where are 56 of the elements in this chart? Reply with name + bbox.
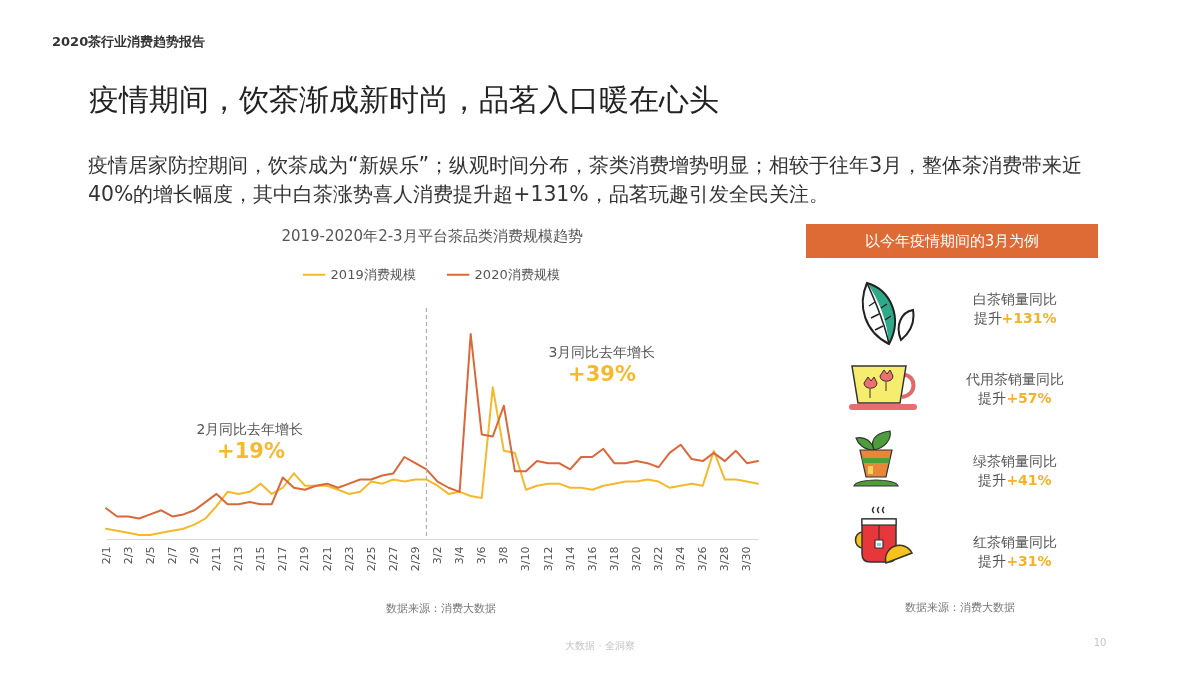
text: 白茶销量同比	[973, 290, 1057, 309]
source-note: 数据来源：消费大数据	[905, 600, 1015, 615]
annotation: 3月同比去年增长	[548, 344, 656, 360]
annotation: +19%	[217, 439, 285, 463]
x-tick-label: 2/7	[165, 546, 179, 565]
text: +31%	[1006, 553, 1052, 569]
x-tick-label: 2/3	[121, 546, 135, 565]
text: 提升	[973, 310, 1002, 326]
text: 提升	[978, 553, 1007, 569]
text: +41%	[1006, 472, 1052, 488]
chart-title: 2019-2020年2-3月平台茶品类消费规模趋势	[281, 227, 583, 245]
x-tick-label: 3/20	[629, 546, 643, 572]
x-tick-label: 3/26	[696, 546, 710, 572]
legend-label: 2019消费规模	[330, 266, 416, 282]
x-tick-label: 2/21	[320, 546, 334, 572]
x-tick-label: 3/2	[431, 546, 445, 565]
text: +131%	[1001, 310, 1057, 326]
text: 2020茶行业消费趋势报告	[52, 33, 206, 51]
x-tick-label: 3/24	[674, 546, 688, 572]
x-tick-label: 3/30	[740, 546, 754, 572]
x-tick-label: 2/5	[143, 546, 157, 565]
text: +57%	[1006, 390, 1052, 406]
x-tick-label: 3/22	[652, 546, 666, 572]
text: 提升	[978, 472, 1007, 488]
x-tick-label: 3/10	[519, 546, 533, 572]
x-tick-label: 2/27	[386, 546, 400, 572]
x-tick-label: 3/28	[718, 546, 732, 572]
annotation: +39%	[568, 362, 636, 386]
text: 代用茶销量同比	[966, 370, 1064, 389]
x-tick-label: 2/17	[276, 546, 290, 572]
x-tick-label: 3/18	[607, 546, 621, 572]
x-tick-label: 3/16	[585, 546, 599, 572]
text: 提升	[978, 390, 1007, 406]
x-tick-label: 2/29	[408, 546, 422, 572]
x-tick-label: 3/6	[475, 546, 489, 565]
x-tick-label: 2/13	[232, 546, 246, 572]
legend-label: 2020消费规模	[474, 266, 560, 282]
x-tick-label: 2/25	[364, 546, 378, 572]
x-tick-label: 2/9	[187, 546, 201, 565]
x-tick-label: 2/19	[298, 546, 312, 572]
x-tick-label: 3/12	[541, 546, 555, 572]
x-tick-label: 3/14	[563, 546, 577, 572]
x-tick-label: 2/1	[99, 546, 113, 565]
x-tick-label: 3/8	[497, 546, 511, 565]
x-tick-label: 3/4	[453, 546, 467, 565]
text: 绿茶销量同比	[973, 452, 1057, 471]
text: 疫情期间，饮茶渐成新时尚，品茗入口暖在心头	[89, 81, 719, 119]
text: 10	[1093, 636, 1107, 650]
x-tick-label: 2/15	[254, 546, 268, 572]
source-note: 数据来源：消费大数据	[386, 602, 496, 615]
text: 以今年疫情期间的3月为例	[806, 224, 1098, 258]
x-tick-label: 2/11	[210, 546, 224, 572]
annotation: 2月同比去年增长	[196, 421, 304, 437]
text: 疫情居家防控期间，饮茶成为“新娱乐”；纵观时间分布，茶类消费增势明显；相较于往年3月，整体茶消费带来近40%的增长幅度，其中白茶涨势喜人消费提升超+131%，品茗玩趣引发全民关注。	[88, 152, 1084, 208]
text: 红茶销量同比	[973, 533, 1057, 552]
x-tick-label: 2/23	[342, 546, 356, 572]
